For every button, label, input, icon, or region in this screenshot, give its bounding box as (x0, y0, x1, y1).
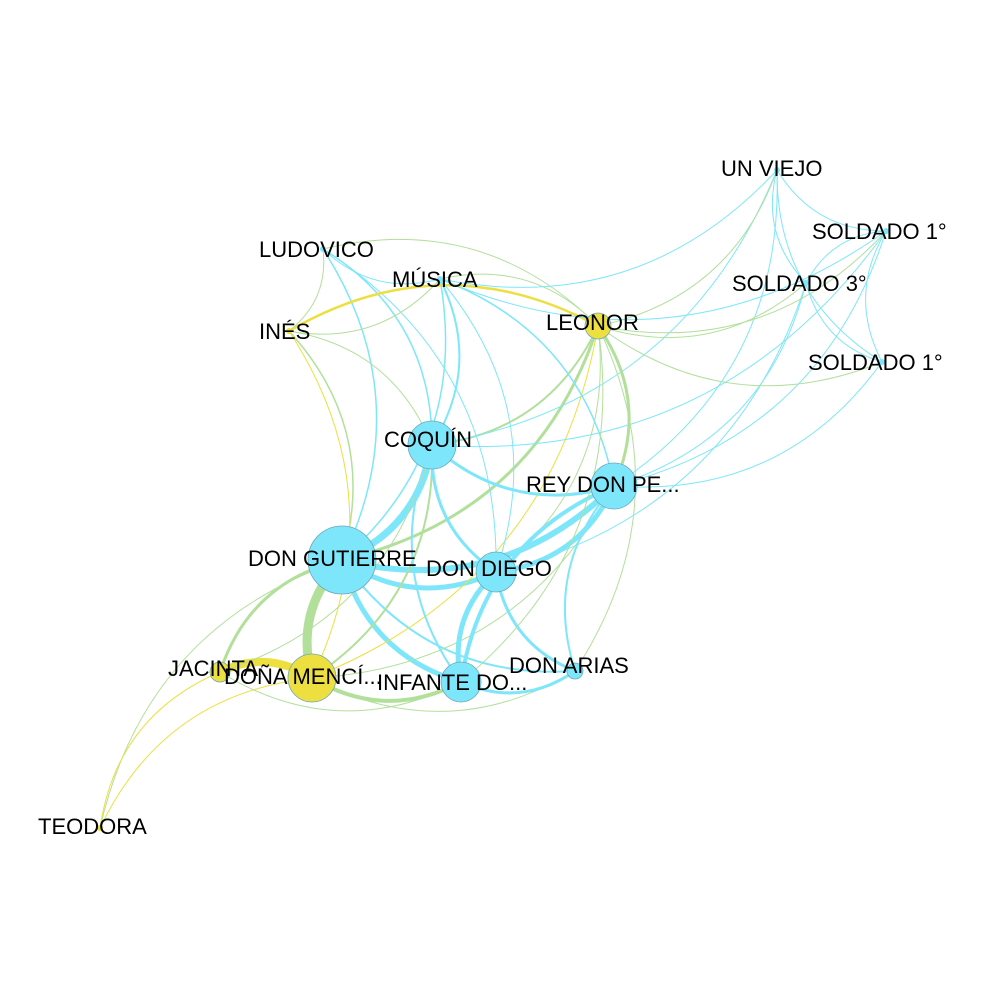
node-label-soldado-3: SOLDADO 3° (732, 271, 867, 296)
labels-layer: DON GUTIERRE COQUÍN DON DIEGO REY DON PE...… (38, 156, 947, 839)
edge-dona-mencia-teodora (99, 677, 313, 829)
node-ludovico[interactable] (320, 246, 326, 252)
node-label-coquin: COQUÍN (384, 427, 472, 452)
edge-don-diego-ludovico (322, 248, 497, 573)
node-don-gutierre[interactable] (307, 525, 377, 595)
edge-leonor-un-viejo (597, 169, 778, 327)
node-soldado-3[interactable] (803, 280, 809, 286)
edge-un-viejo-soldado-3 (771, 169, 807, 284)
edge-dona-mencia-ines (288, 330, 351, 679)
node-label-soldado-1b: SOLDADO 1° (808, 350, 943, 375)
edge-leonor-ludovico (322, 238, 599, 327)
node-rey-don-pedro[interactable] (590, 462, 638, 510)
edge-rey-don-pedro-soldado-1a (613, 230, 887, 487)
node-dona-mencia[interactable] (287, 653, 337, 703)
edge-leonor-soldado-1b (597, 325, 883, 387)
edge-soldado-1a-soldado-3 (805, 230, 887, 284)
edge-ines-ludovico (288, 248, 325, 332)
node-leonor[interactable] (584, 312, 612, 340)
edge-dona-mencia-leonor (311, 325, 599, 679)
edge-un-viejo-soldado-1a (776, 169, 887, 232)
edge-soldado-1a-soldado-1b (865, 230, 887, 363)
edge-coquin-infante (410, 444, 462, 683)
edge-musica-soldado-1a (439, 230, 887, 321)
edge-don-gutierre-musica (341, 278, 447, 561)
edge-jacinta-infante (219, 671, 462, 712)
edge-rey-don-pedro-don-arias (563, 485, 615, 672)
edge-coquin-leonor (431, 325, 599, 446)
node-soldado-1a[interactable] (883, 228, 889, 234)
edge-ines-musica (288, 278, 441, 335)
node-label-ludovico: LUDOVICO (259, 237, 374, 262)
node-un-viejo[interactable] (774, 167, 780, 173)
edge-leonor-soldado-3 (597, 282, 807, 339)
edges-layer (99, 169, 887, 829)
node-label-ines: INÉS (259, 319, 310, 344)
node-label-leonor: LEONOR (546, 310, 639, 335)
edge-jacinta-teodora (99, 671, 221, 829)
edge-coquin-ines (288, 330, 433, 446)
edge-musica-un-viejo (439, 169, 778, 288)
edge-coquin-un-viejo (431, 169, 778, 446)
node-label-don-arias: DON ARIAS (509, 653, 629, 678)
edge-don-diego-soldado-3 (495, 282, 807, 573)
edge-soldado-3-soldado-1b (805, 282, 883, 363)
edge-coquin-soldado-1a (431, 230, 887, 448)
node-label-un-viejo: UN VIEJO (721, 156, 822, 181)
node-don-diego[interactable] (475, 551, 517, 593)
edge-don-gutierre-don-arias (341, 559, 576, 673)
edge-un-viejo-soldado-1b (776, 169, 883, 363)
node-teodora[interactable] (97, 825, 103, 831)
edge-don-arias-leonor (574, 325, 636, 672)
node-label-don-diego: DON DIEGO (426, 556, 552, 581)
node-label-soldado-1a: SOLDADO 1° (812, 219, 947, 244)
node-label-teodora: TEODORA (38, 814, 147, 839)
node-coquin[interactable] (407, 420, 457, 470)
edge-coquin-musica (431, 278, 461, 446)
node-soldado-1b[interactable] (879, 359, 885, 365)
node-don-arias[interactable] (566, 662, 584, 680)
edge-rey-don-pedro-un-viejo (613, 169, 778, 487)
edge-ludovico-musica (322, 248, 441, 285)
node-ines[interactable] (286, 328, 292, 334)
node-label-jacinta: JACINTA (168, 656, 258, 681)
edge-dona-mencia-coquin (311, 444, 434, 679)
node-label-don-gutierre: DON GUTIERRE (248, 546, 417, 571)
node-label-infante: INFANTE DO... (377, 670, 527, 695)
node-infante[interactable] (440, 661, 482, 703)
node-label-rey-don-pedro: REY DON PE... (526, 472, 680, 497)
node-label-musica: MÚSICA (392, 267, 478, 292)
edge-don-gutierre-teodora (99, 559, 343, 829)
node-musica[interactable] (437, 276, 443, 282)
edge-leonor-ines (287, 283, 600, 333)
edge-don-gutierre-ludovico (322, 248, 378, 561)
edge-don-diego-musica (439, 278, 515, 573)
node-label-dona-mencia: DOÑA MENCÍ... (224, 664, 382, 689)
edge-leonor-musica (439, 273, 599, 327)
nodes-layer (97, 167, 889, 831)
edge-leonor-soldado-1a (597, 230, 887, 334)
edge-rey-don-pedro-soldado-3 (613, 282, 807, 487)
edge-rey-don-pedro-soldado-1b (613, 361, 883, 488)
edge-rey-don-pedro-musica (439, 278, 615, 487)
node-jacinta[interactable] (209, 661, 231, 683)
edge-infante-leonor (460, 325, 604, 683)
